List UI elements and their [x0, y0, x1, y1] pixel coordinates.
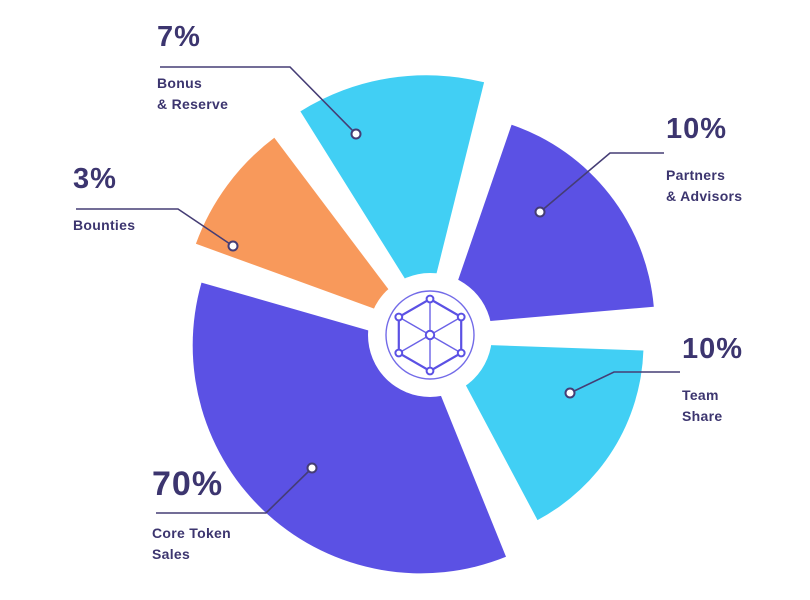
pct-value-team-share: 10%: [682, 333, 744, 365]
pct-value-partners-advisors: 10%: [666, 113, 728, 145]
leader-marker-bounties: [227, 240, 239, 252]
pie-slices: [192, 75, 654, 574]
pct-value-bonus-reserve: 7%: [157, 21, 201, 53]
slice-label-core-token-sales: Core Token Sales: [152, 524, 231, 562]
slice-label-team-share: Team Share: [682, 386, 723, 424]
leader-line-team-share: [569, 371, 680, 394]
slice-label-partners-advisors: Partners & Advisors: [666, 166, 743, 204]
leader-line-core-token-sales: [156, 467, 313, 514]
leader-marker-team-share: [564, 387, 576, 399]
label-team-share: 10% Team Share: [682, 332, 743, 427]
label-partners-advisors: 10% Partners & Advisors: [666, 112, 742, 207]
pie-slice-team-share: [443, 343, 644, 521]
leader-line-partners-advisors: [539, 152, 664, 213]
leader-marker-bonus-reserve: [350, 128, 362, 140]
pie-slice-bonus-reserve: [300, 75, 485, 314]
pie-slice-bounties: [195, 137, 414, 324]
label-bonus-reserve: 7% Bonus & Reserve: [157, 20, 228, 115]
network-hexagon-icon: [385, 290, 475, 380]
hub: [368, 273, 492, 397]
leader-line-bounties: [76, 208, 234, 247]
slice-label-bounties: Bounties: [73, 216, 136, 233]
slice-label-bonus-reserve: Bonus & Reserve: [157, 74, 229, 112]
pct-value-bounties: 3%: [73, 163, 117, 195]
leader-lines: [76, 66, 680, 514]
leader-line-bonus-reserve: [160, 66, 357, 135]
leader-marker-core-token-sales: [306, 462, 318, 474]
leader-marker-partners-advisors: [534, 206, 546, 218]
pie-slice-core-token-sales: [192, 282, 507, 574]
label-core-token-sales: 70% Core Token Sales: [152, 464, 231, 565]
pie-slice-partners-advisors: [442, 124, 654, 326]
label-bounties: 3% Bounties: [73, 162, 135, 236]
pct-value-core-token-sales: 70%: [152, 465, 224, 503]
